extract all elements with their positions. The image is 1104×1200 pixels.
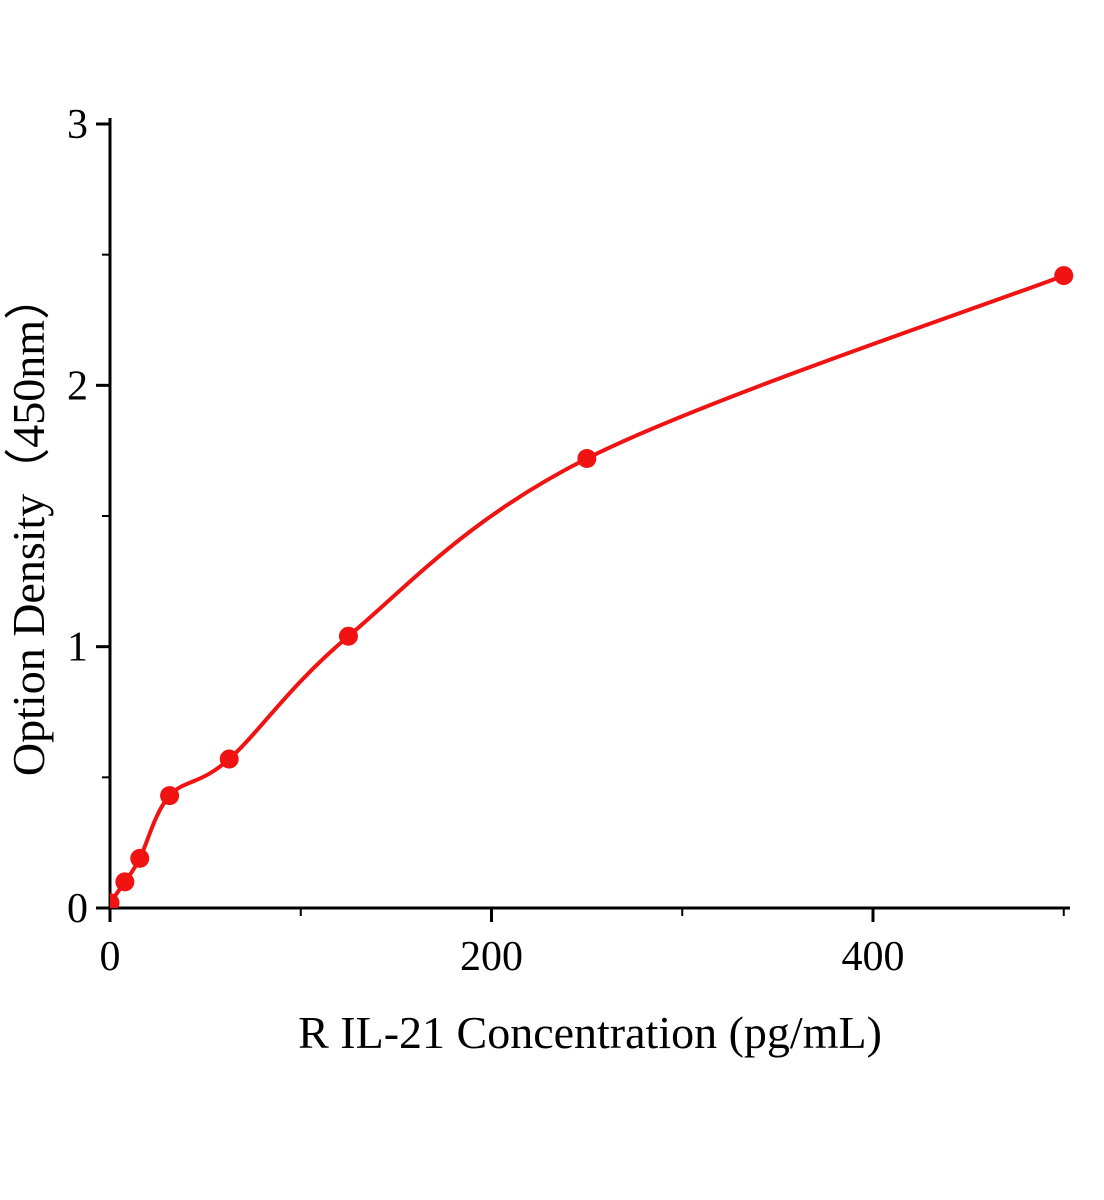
data-point bbox=[160, 786, 180, 806]
x-tick-label: 400 bbox=[842, 934, 905, 980]
data-points bbox=[110, 266, 1074, 908]
data-point bbox=[115, 872, 135, 892]
y-tick-label: 1 bbox=[67, 625, 88, 671]
x-axis-title: R IL-21 Concentration (pg/mL) bbox=[298, 1007, 882, 1058]
axis-tick-labels: 0 200 400 0 1 2 3 bbox=[67, 102, 905, 980]
data-point bbox=[1054, 266, 1074, 286]
fit-curve-line bbox=[110, 273, 1065, 904]
y-tick-label: 2 bbox=[67, 363, 88, 409]
y-tick-label: 0 bbox=[67, 886, 88, 932]
data-point bbox=[219, 749, 239, 769]
plot-area bbox=[110, 266, 1074, 908]
data-point bbox=[338, 626, 358, 646]
data-point bbox=[130, 848, 150, 868]
axis-ticks bbox=[96, 122, 1065, 922]
x-tick-label: 200 bbox=[460, 934, 523, 980]
y-tick-label: 3 bbox=[67, 102, 88, 148]
data-point bbox=[110, 893, 120, 908]
y-axis-title: Option Density（450nm） bbox=[3, 274, 54, 776]
data-point bbox=[577, 449, 597, 469]
x-tick-label: 0 bbox=[100, 934, 121, 980]
